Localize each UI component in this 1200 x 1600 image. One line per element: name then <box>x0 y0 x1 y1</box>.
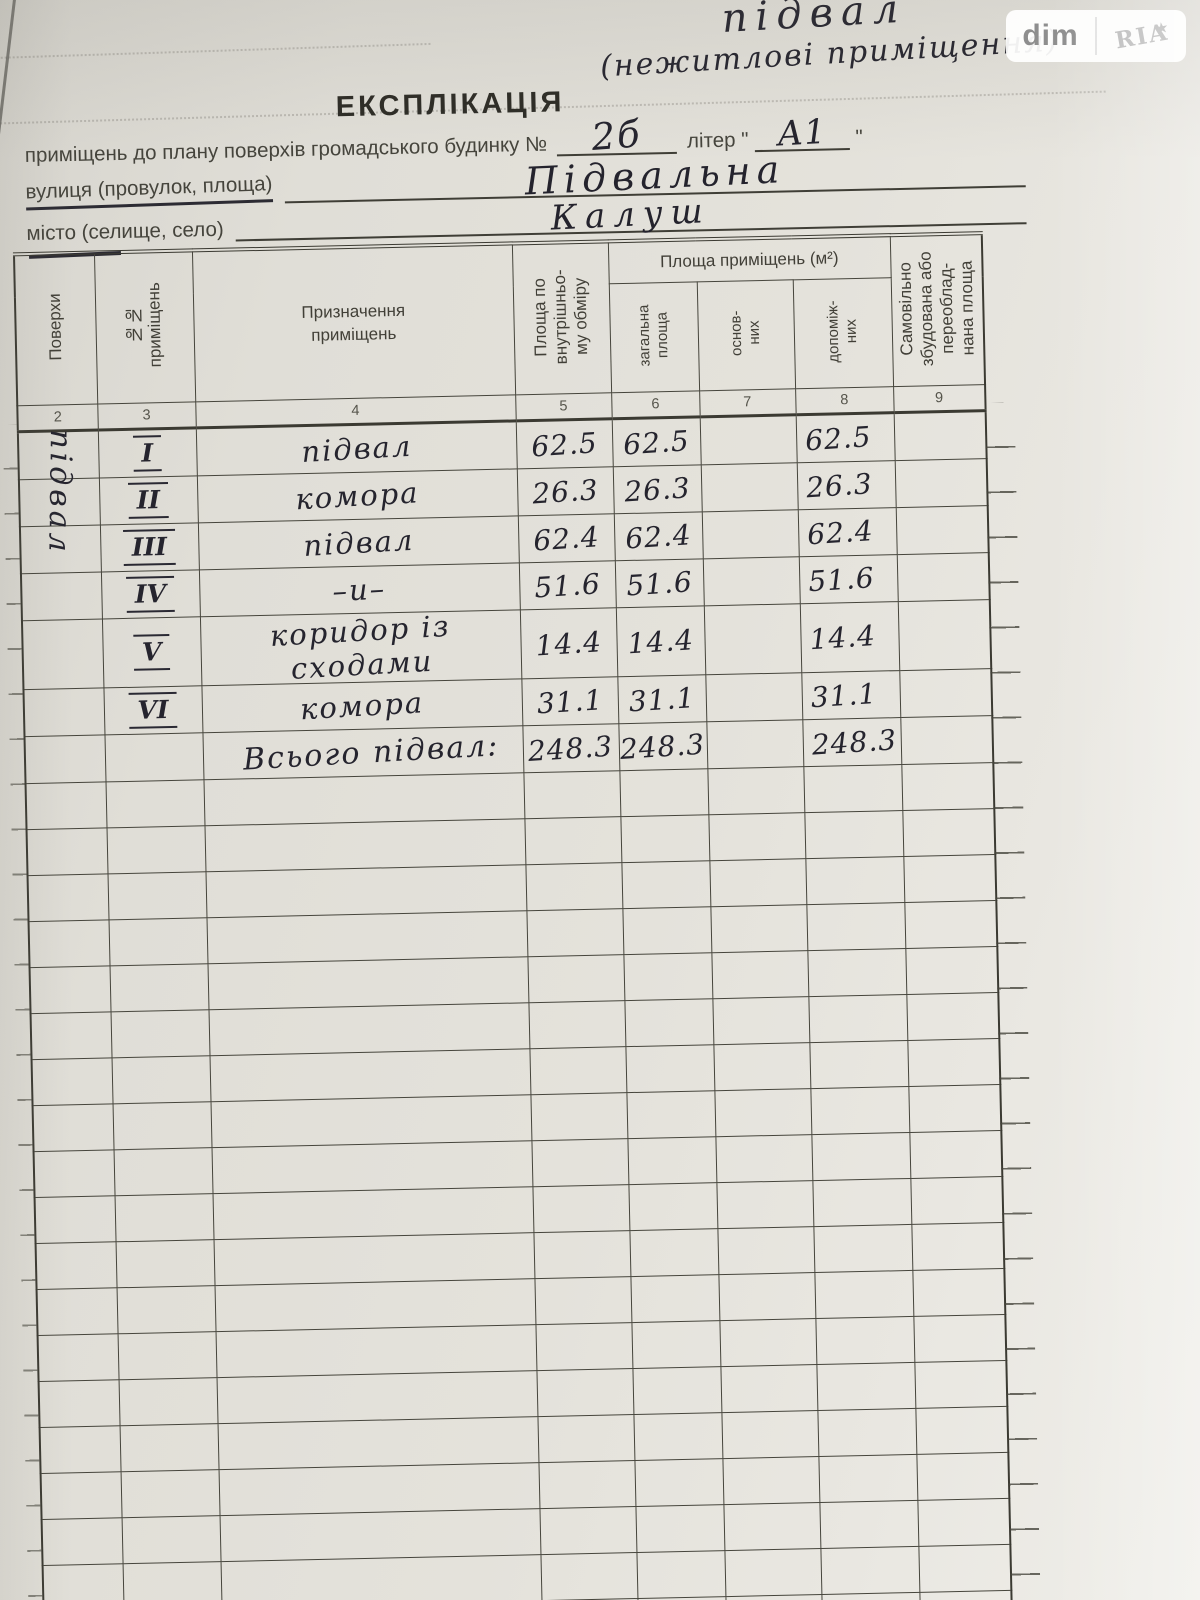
cell-main-area <box>703 603 802 675</box>
column-number: 2 <box>17 404 98 432</box>
cell-room-number: I <box>97 427 197 479</box>
cell-self-built-area <box>899 668 993 718</box>
cell-purpose: комора <box>196 468 518 523</box>
header-room-numbers: №№ приміщень <box>93 250 196 405</box>
explication-table: Поверхи №№ приміщень Призначення приміще… <box>12 231 1015 1600</box>
cell-room-number: V <box>101 616 202 688</box>
cell-floor <box>21 618 104 690</box>
form-title: ЕКСПЛІКАЦІЯ <box>335 86 565 124</box>
cell-purpose: коридор із сходами <box>199 609 522 686</box>
watermark-dim-label: dim <box>1022 19 1079 52</box>
cell-room-number: III <box>99 522 199 572</box>
cell-floor <box>23 687 105 737</box>
cell-floor <box>20 571 102 621</box>
column-number: 7 <box>699 388 796 417</box>
street-label: вулиця (провулок, площа) <box>25 172 273 211</box>
city-label: місто (селище, село) <box>26 217 224 246</box>
faint-ruling-line <box>0 42 431 59</box>
cell-total-area: 51.6 <box>614 558 704 608</box>
column-number: 5 <box>515 392 612 421</box>
cell-total-area: 26.3 <box>612 464 702 514</box>
header-area-group: Площа приміщень (м²) <box>607 235 891 284</box>
header-main-area: основ- них <box>696 279 796 391</box>
cell-main-area <box>705 672 803 722</box>
cell-aux-area: 31.1 <box>801 670 901 720</box>
cell-aux-area: 51.6 <box>798 554 898 604</box>
cell-purpose: підвал <box>195 420 517 476</box>
header-floors: Поверхи <box>13 252 98 406</box>
cell-self-built-area <box>893 410 987 461</box>
cell-aux-area: 14.4 <box>799 601 900 673</box>
cell-room-number <box>104 732 204 782</box>
watermark-ria-label: RIA <box>1112 18 1171 54</box>
watermark-divider <box>1095 17 1097 55</box>
cell-aux-area: 248.3 <box>802 717 902 767</box>
cell-aux-area: 26.3 <box>796 460 896 510</box>
column-number: 8 <box>795 386 894 415</box>
column-number: 6 <box>611 390 700 419</box>
header-self-built: Самовільно збудована або переоблад- нана… <box>889 233 986 387</box>
watermark-ria-logo: ★ RIA <box>1097 18 1186 54</box>
cell-inner-area: 31.1 <box>521 676 619 726</box>
watermark-badge: dim ★ RIA <box>1006 10 1186 62</box>
column-number: 9 <box>893 384 986 413</box>
cell-self-built-area <box>897 599 992 671</box>
cell-inner-area: 51.6 <box>518 560 616 610</box>
header-aux-area: допоміж- них <box>792 277 894 389</box>
table-header: Поверхи №№ приміщень Призначення приміще… <box>13 233 986 432</box>
cell-main-area <box>701 509 799 559</box>
cell-inner-area: 26.3 <box>516 466 614 516</box>
cell-self-built-area <box>896 552 990 602</box>
cell-total-area: 31.1 <box>617 674 707 724</box>
cell-inner-area: 62.5 <box>515 418 613 469</box>
cell-total-area: 14.4 <box>615 605 706 677</box>
cell-purpose: Всього підвал: <box>202 725 524 780</box>
page-corner-crease <box>0 0 17 170</box>
cell-total-area: 62.5 <box>611 416 701 467</box>
header-purpose: Призначення приміщень <box>191 243 516 402</box>
cell-room-number: VI <box>103 685 203 735</box>
cell-aux-area: 62.5 <box>795 412 895 463</box>
cell-inner-area: 14.4 <box>519 607 618 679</box>
explication-table-wrap: підвал Поверхи №№ приміщень Призначення … <box>2 231 1042 1600</box>
cell-main-area <box>702 556 800 606</box>
cell-self-built-area <box>894 458 988 508</box>
cell-inner-area: 62.4 <box>517 513 615 563</box>
header-total-area: загальна площа <box>608 281 700 393</box>
cell-inner-area: 248.3 <box>522 723 620 773</box>
column-number: 3 <box>97 401 196 431</box>
table-body: I підвал 62.5 62.5 62.5 II комора 26.3 2… <box>17 410 1014 1600</box>
floor-column-handwriting: підвал <box>41 429 79 556</box>
cell-main-area <box>700 462 798 512</box>
cell-total-area: 248.3 <box>618 721 708 771</box>
cell-room-number: II <box>98 475 198 525</box>
cell-self-built-area <box>895 505 989 555</box>
cell-aux-area: 62.4 <box>797 507 897 557</box>
cell-floor <box>24 734 106 784</box>
cell-purpose: підвал <box>197 515 519 570</box>
cell-main-area <box>706 719 804 769</box>
cell-total-area: 62.4 <box>613 511 703 561</box>
header-inner-area: Площа по внутрішньо- му обміру <box>511 241 612 395</box>
cell-main-area <box>699 414 797 465</box>
cell-room-number: IV <box>100 569 200 619</box>
cell-self-built-area <box>900 715 994 765</box>
